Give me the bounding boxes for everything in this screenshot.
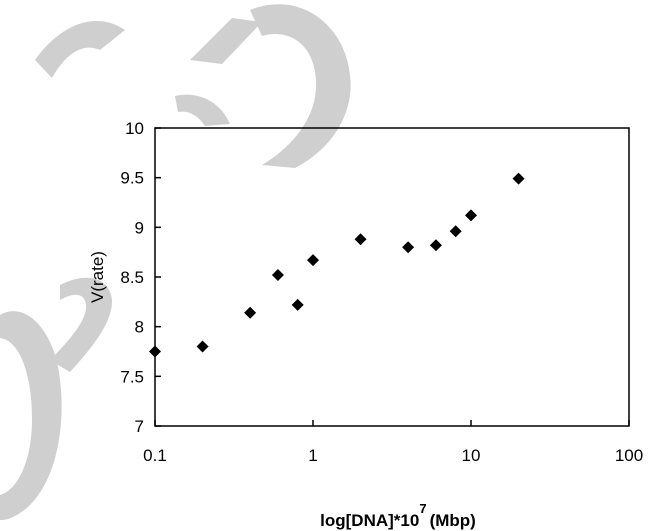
x-axis-title: log[DNA]*107 (Mbp) <box>320 501 476 530</box>
data-point <box>196 340 209 353</box>
data-points <box>149 172 525 358</box>
data-point <box>271 269 284 282</box>
watermark-stroke-3 <box>35 21 125 78</box>
data-point <box>291 298 304 311</box>
y-tick-label: 7.5 <box>120 367 144 386</box>
x-axis-ticks: 0.1 1 10 100 <box>143 420 643 465</box>
x-axis-title-superscript: 7 <box>419 501 426 516</box>
watermark-stroke-2 <box>50 277 113 372</box>
data-point <box>512 172 525 185</box>
y-axis-title: V(rate) <box>88 251 107 303</box>
watermark-stroke-6 <box>175 94 230 126</box>
y-tick-label: 10 <box>125 119 144 138</box>
data-point <box>465 209 477 222</box>
x-axis-title-unit: (Mbp) <box>430 511 476 530</box>
watermark <box>0 4 351 521</box>
y-tick-label: 8 <box>135 318 144 337</box>
watermark-stroke-1 <box>0 311 62 521</box>
x-tick-label: 100 <box>615 446 643 465</box>
y-axis-ticks: 10 9.5 9 8.5 8 7.5 7 <box>120 119 161 436</box>
data-point <box>402 241 415 254</box>
x-tick-label: 1 <box>308 446 317 465</box>
x-tick-label: 10 <box>462 446 481 465</box>
y-tick-label: 9 <box>135 218 144 237</box>
plot-area <box>154 127 630 427</box>
x-tick-label: 0.1 <box>143 446 167 465</box>
data-point <box>354 233 367 246</box>
watermark-stroke-4 <box>190 18 262 64</box>
data-point <box>429 239 442 252</box>
x-axis-title-main: log[DNA]*10 <box>320 511 419 530</box>
data-point <box>449 225 462 238</box>
y-tick-label: 9.5 <box>120 169 144 188</box>
data-point <box>307 254 319 267</box>
watermark-stroke-5 <box>250 4 351 168</box>
data-point <box>244 306 257 319</box>
data-point <box>149 345 161 358</box>
y-tick-label: 7 <box>135 417 144 436</box>
y-tick-label: 8.5 <box>120 268 144 287</box>
